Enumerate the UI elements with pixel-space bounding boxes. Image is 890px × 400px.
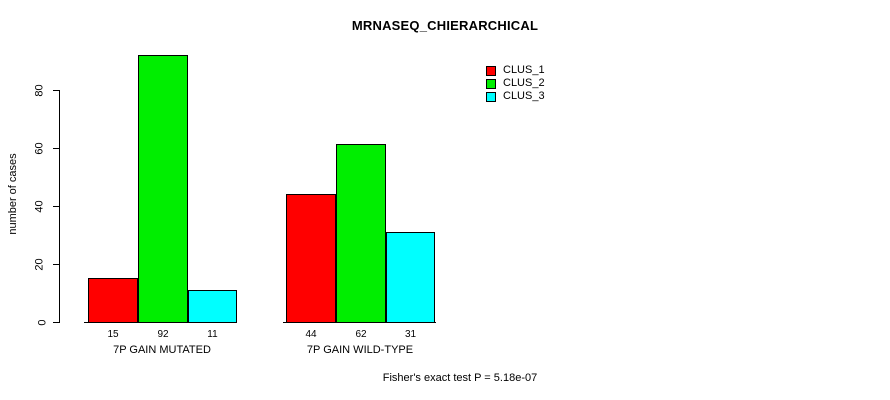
legend-item-clus3[interactable]: CLUS_3 [486,90,545,103]
y-tick-20 [53,264,59,265]
legend-swatch-icon-clus3 [486,91,496,102]
y-tick-60 [53,148,59,149]
y-tick-label-20: 20 [33,258,46,271]
y-tick-40 [53,206,59,207]
bar-group2-clus1[interactable] [286,194,336,323]
group-label-mutated: 7P GAIN MUTATED [113,344,211,356]
legend-label-clus2: CLUS_2 [503,77,545,89]
legend-label-clus1: CLUS_1 [503,64,545,76]
bar-group2-clus2[interactable] [336,144,386,323]
chart-title: MRNASEQ_CHIERARCHICAL [0,18,890,33]
bar-value-group2-clus1: 44 [305,329,317,340]
footnote: Fisher's exact test P = 5.18e-07 [0,372,890,384]
legend-item-clus2[interactable]: CLUS_2 [486,77,545,90]
y-tick-label-80: 80 [33,84,46,97]
legend-swatch-icon-clus1 [486,65,496,76]
legend-label-clus3: CLUS_3 [503,90,545,102]
footnote-text: Fisher's exact test P = 5.18e-07 [382,372,538,384]
bar-group1-clus3[interactable] [188,290,237,323]
legend-swatch-icon-clus2 [486,78,496,89]
y-axis-spine [59,90,60,323]
bar-value-group1-clus1: 15 [107,329,119,340]
group-label-wildtype: 7P GAIN WILD-TYPE [306,344,414,356]
bar-value-group2-clus2: 62 [355,329,367,340]
chart-title-text: MRNASEQ_CHIERARCHICAL [351,18,539,33]
bar-group1-clus2[interactable] [138,55,188,323]
y-tick-0 [53,322,59,323]
bar-value-group2-clus3: 31 [404,329,417,340]
legend-item-clus1[interactable]: CLUS_1 [486,64,545,77]
legend: CLUS_1 CLUS_2 CLUS_3 [486,64,545,103]
bar-group2-clus3[interactable] [386,232,435,323]
bar-value-group1-clus2: 92 [157,329,169,340]
y-tick-80 [53,90,59,91]
y-tick-label-0: 0 [36,319,49,326]
bar-group1-clus1[interactable] [88,278,138,323]
y-axis-title: number of cases [7,153,19,235]
bar-value-group1-clus3: 11 [207,329,218,340]
